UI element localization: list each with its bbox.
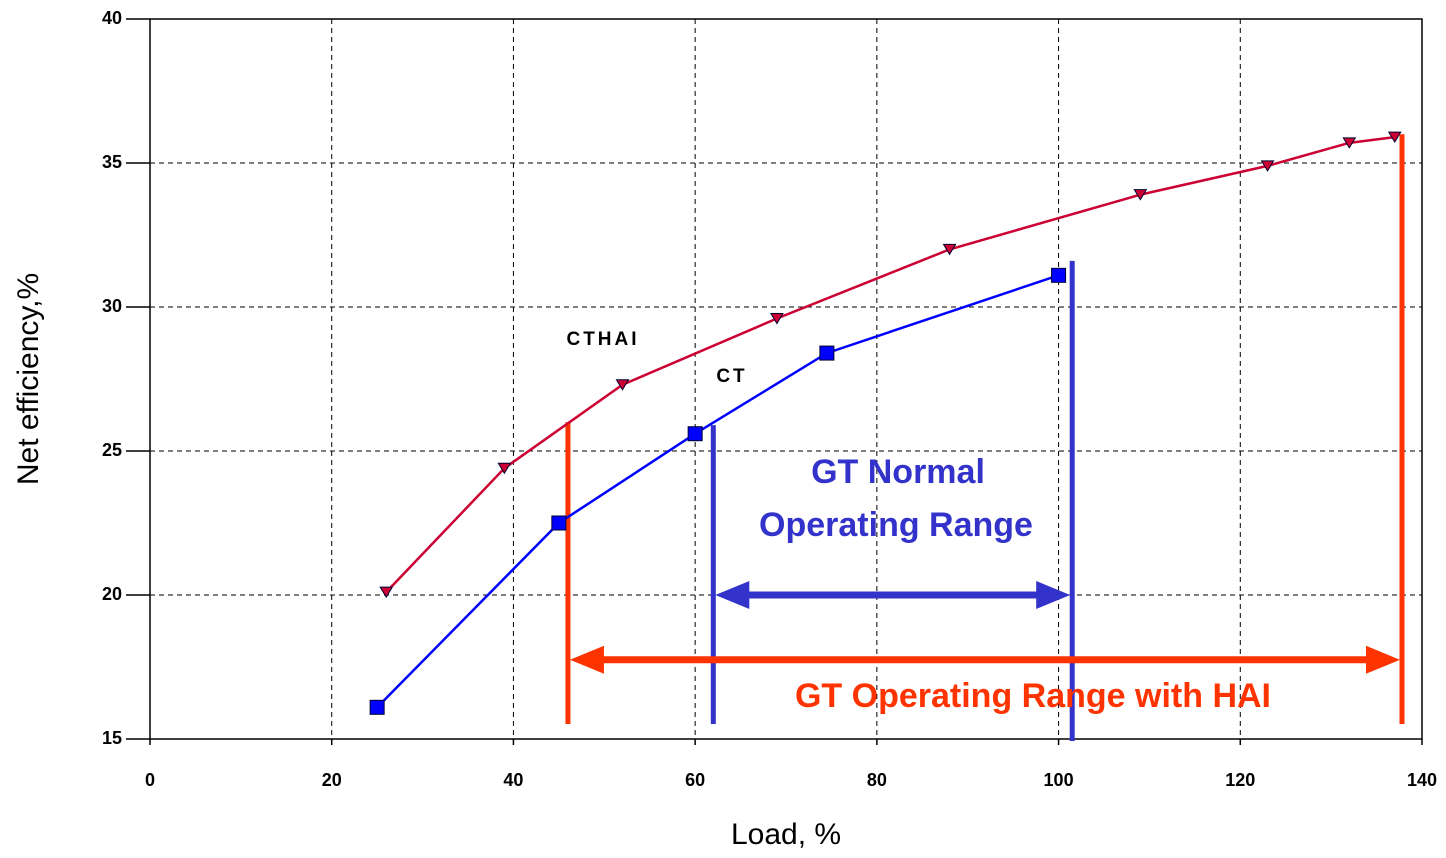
- x-tick-label: 40: [503, 770, 523, 790]
- x-tick-label: 80: [867, 770, 887, 790]
- marker: [1342, 137, 1357, 149]
- y-tick-label: 15: [102, 728, 122, 748]
- marker: [1387, 131, 1402, 144]
- marker: [1051, 267, 1067, 283]
- marker: [687, 426, 703, 442]
- marker: [369, 699, 385, 715]
- marker: [942, 243, 957, 256]
- series-name: CTHAI: [566, 329, 639, 350]
- x-tick-label: 0: [145, 770, 155, 790]
- y-tick-label: 35: [102, 152, 122, 172]
- range-label: GT Operating Range with HAI: [795, 677, 1271, 715]
- arrow-head: [715, 581, 750, 609]
- marker: [379, 586, 394, 599]
- x-axis-title: Load, %: [731, 818, 841, 851]
- y-tick-label: 30: [102, 296, 122, 316]
- marker: [615, 379, 630, 391]
- arrow-head: [569, 645, 604, 674]
- plot-frame: [149, 18, 1423, 740]
- marker: [819, 345, 835, 361]
- x-tick-label: 100: [1044, 770, 1074, 790]
- y-axis-title: Net efficiency,%: [12, 273, 45, 485]
- range-label: Operating Range: [759, 506, 1033, 544]
- y-tick-label: 20: [102, 584, 122, 604]
- marker: [770, 313, 784, 325]
- marker: [497, 462, 512, 475]
- x-tick-label: 120: [1225, 770, 1255, 790]
- series-name: CT: [716, 366, 747, 387]
- series-line: [376, 274, 1059, 709]
- x-tick-label: 60: [685, 770, 705, 790]
- marker: [1260, 160, 1275, 172]
- arrow-head: [1366, 645, 1401, 674]
- marker: [1133, 189, 1148, 201]
- x-tick-label: 20: [322, 770, 342, 790]
- y-tick-label: 25: [102, 440, 122, 460]
- y-tick-label: 40: [102, 8, 122, 28]
- arrow-head: [1036, 581, 1071, 609]
- marker: [551, 515, 567, 531]
- x-tick-label: 140: [1407, 770, 1437, 790]
- range-label: GT Normal: [811, 453, 985, 491]
